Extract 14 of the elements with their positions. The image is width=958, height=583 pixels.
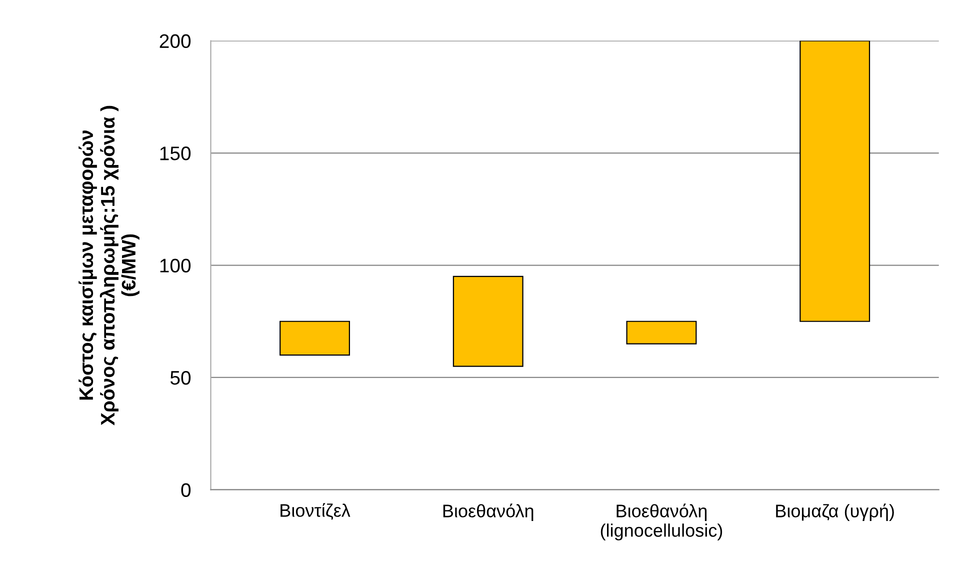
bar [452, 276, 524, 367]
x-tick-label: Βιομαζα (υγρή) [776, 504, 894, 521]
y-tick-label: 0 [181, 483, 191, 497]
x-tick-label: Βιοεθανόλη (lignocellulosic) [600, 504, 722, 540]
x-tick-label: Βιοεθανόλη [443, 504, 534, 521]
y-tick-label: 150 [160, 146, 191, 160]
y-axis-title: Κόστος καισίμων μεταφορών Χρόνος αποπληρωμής:15 χρόνια ) (€/MW) [78, 106, 140, 426]
bar [280, 320, 350, 356]
y-tick-label: 200 [160, 34, 191, 48]
x-tick-label: Βιοντίζελ [280, 503, 350, 520]
bar [626, 320, 697, 344]
y-tick-label: 50 [170, 370, 191, 385]
y-tick-label: 100 [160, 258, 191, 272]
bar [800, 40, 870, 322]
